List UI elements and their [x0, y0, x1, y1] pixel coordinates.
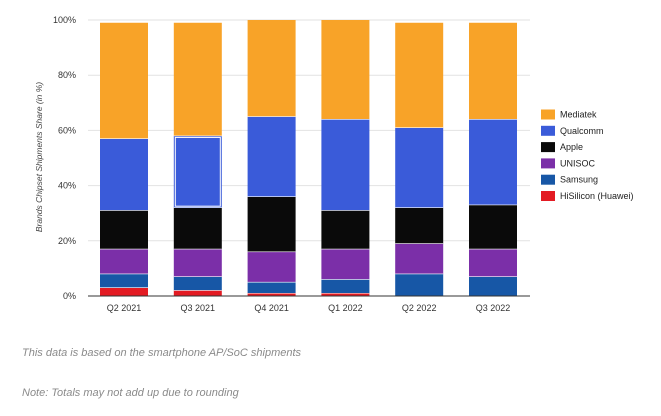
y-tick-label: 60%	[58, 125, 76, 135]
legend-swatch-unisoc	[541, 158, 555, 169]
x-tick-label: Q1 2022	[328, 303, 363, 313]
bar-segment-apple	[100, 210, 148, 250]
bar-segment-unisoc	[173, 249, 222, 277]
data-source-note: This data is based on the smartphone AP/…	[22, 347, 302, 359]
y-axis-title: Brands Chipset Shipments Share (in %)	[34, 82, 44, 232]
x-tick-label: Q2 2022	[402, 303, 437, 313]
bar-segment-qualcomm	[469, 119, 517, 205]
legend-label-hisilicon-huawei: HiSilicon (Huawei)	[560, 191, 634, 201]
bar-segment-hisilicon-huawei	[173, 290, 222, 296]
bar-segment-qualcomm	[247, 116, 296, 197]
bar-segment-samsung	[247, 282, 296, 294]
bar-segment-unisoc	[469, 249, 517, 277]
x-tick-label: Q3 2021	[181, 303, 216, 313]
bar-segment-hisilicon-huawei	[247, 293, 296, 296]
bar-segment-qualcomm	[173, 135, 222, 208]
bar-segment-unisoc	[321, 249, 370, 280]
bar-segment-unisoc	[247, 251, 296, 283]
stacked-bar-chart: 0% 20% 40% 60% 80% 100% Q2 2021 Q3 2021 Q4 2021…	[34, 15, 634, 313]
bar-segment-hisilicon-huawei	[321, 293, 370, 296]
bar-segment-samsung	[100, 273, 148, 288]
bar-segment-hisilicon-huawei	[100, 287, 148, 296]
bar-segment-unisoc	[395, 243, 444, 274]
x-tick-label: Q3 2022	[476, 303, 511, 313]
bar-segment-samsung	[395, 273, 444, 296]
bar-segment-mediatek	[395, 22, 444, 128]
x-axis-ticks: Q2 2021 Q3 2021 Q4 2021 Q1 2022 Q2 2022 Q3 20…	[107, 303, 511, 313]
y-tick-label: 80%	[58, 70, 76, 80]
bar-segment-apple	[321, 210, 370, 250]
x-tick-label: Q2 2021	[107, 303, 142, 313]
y-tick-label: 100%	[53, 15, 76, 25]
bar-segment-mediatek	[247, 20, 296, 117]
bar-segment-mediatek	[321, 20, 370, 120]
legend-swatch-mediatek	[541, 109, 555, 120]
rounding-note: Note: Totals may not add up due to round…	[22, 387, 239, 399]
bar-segment-qualcomm	[321, 119, 370, 211]
legend-swatch-samsung	[541, 174, 555, 185]
bar-segment-mediatek	[173, 22, 222, 136]
gridlines	[88, 19, 530, 242]
bar-segment-samsung	[321, 279, 370, 294]
bar-segment-apple	[247, 196, 296, 252]
legend-label-unisoc: UNISOC	[560, 158, 596, 168]
y-tick-label: 20%	[58, 236, 76, 246]
bar-segment-mediatek	[100, 22, 148, 139]
x-tick-label: Q4 2021	[254, 303, 289, 313]
bar-segment-samsung	[469, 276, 517, 296]
highlighted-segment-outline	[174, 136, 221, 207]
legend-swatch-hisilicon-huawei	[541, 191, 555, 201]
bar-segment-samsung	[173, 276, 222, 291]
y-tick-label: 40%	[58, 181, 76, 191]
bar-segment-apple	[469, 204, 517, 250]
bars	[100, 20, 517, 296]
bar-segment-apple	[173, 207, 222, 250]
legend-swatch-qualcomm	[541, 125, 555, 136]
legend-label-samsung: Samsung	[560, 175, 598, 185]
bar-segment-qualcomm	[100, 138, 148, 211]
bar-segment-apple	[395, 207, 444, 244]
legend-label-qualcomm: Qualcomm	[560, 126, 604, 136]
bar-segment-qualcomm	[395, 127, 444, 208]
y-axis-ticks: 0% 20% 40% 60% 80% 100%	[53, 15, 76, 301]
bar-segment-unisoc	[100, 249, 148, 274]
legend-label-mediatek: Mediatek	[560, 110, 597, 120]
y-tick-label: 0%	[63, 291, 76, 301]
legend-label-apple: Apple	[560, 142, 583, 152]
legend: Mediatek Qualcomm Apple UNISOC Samsung HiSili…	[541, 109, 634, 201]
bar-segment-mediatek	[469, 22, 517, 120]
legend-swatch-apple	[541, 142, 555, 153]
